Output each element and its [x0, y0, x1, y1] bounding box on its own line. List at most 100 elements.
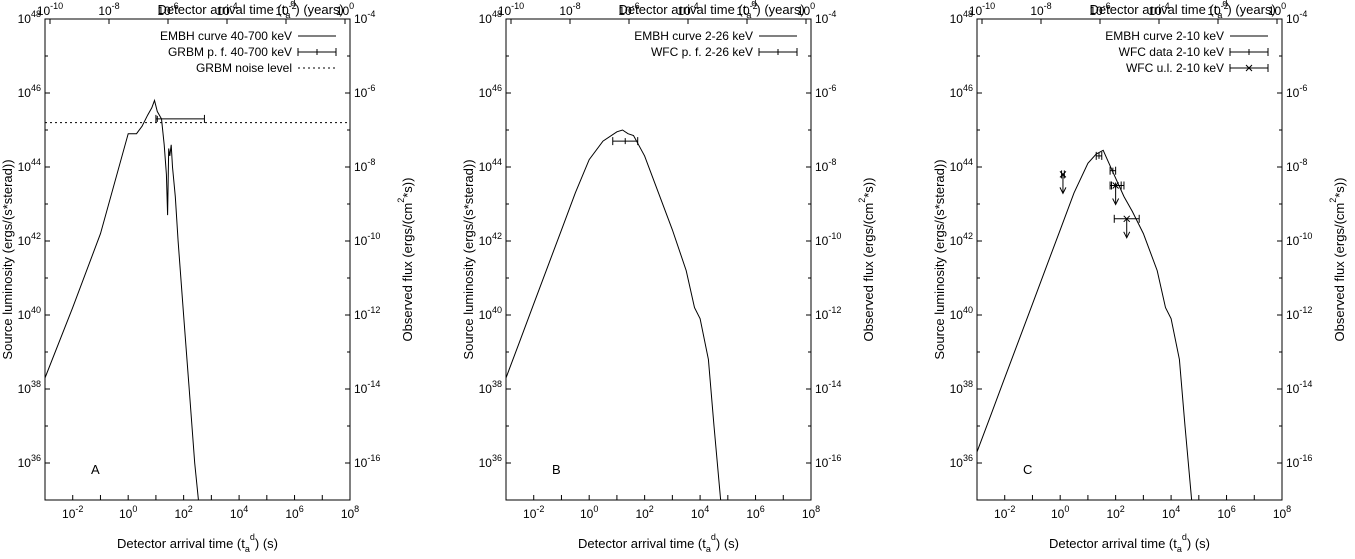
panel-label: A — [91, 462, 100, 477]
panel-A: 10-2 100 102 104 106 108 10-10 10-8 10-6 10-4 10-2… — [0, 0, 415, 554]
y-right-tick-label: 10-12 — [815, 305, 841, 322]
y-right-tick-label: 10-14 — [1286, 379, 1312, 396]
x-top-tick-label: 10-2 — [736, 1, 757, 18]
x-tick-label: 102 — [635, 504, 653, 521]
y-tick-label: 1040 — [950, 305, 973, 322]
x-tick-label: 104 — [230, 504, 248, 521]
y-tick-label: 1038 — [18, 379, 41, 396]
y-tick-label: 1038 — [479, 379, 502, 396]
x-tick-label: 102 — [1106, 504, 1124, 521]
x-tick-label: 10-2 — [62, 504, 83, 521]
x-top-tick-label: 10-8 — [98, 1, 119, 18]
x-tick-label: 104 — [1162, 504, 1180, 521]
x-tick-label: 108 — [341, 504, 359, 521]
plot-frame — [44, 18, 351, 501]
x-tick-label: 106 — [746, 504, 764, 521]
legend-label: WFC u.l. 2-10 keV — [1126, 61, 1224, 75]
y-tick-label: 1040 — [479, 305, 502, 322]
x-axis-label: Detector arrival time (tad) (s) — [578, 532, 739, 554]
legend-label: EMBH curve 40-700 keV — [160, 29, 292, 43]
legend-label: EMBH curve 2-10 keV — [1105, 29, 1224, 43]
x-top-tick-label: 10-6 — [618, 1, 639, 18]
y-right-tick-label: 10-14 — [354, 379, 380, 396]
y-tick-label: 1048 — [479, 9, 502, 26]
y-right-axis-label: Observed flux (ergs/(cm2*s)) — [396, 178, 415, 342]
y-right-axis-label: Observed flux (ergs/(cm2*s)) — [1328, 178, 1347, 342]
legend-marker — [1245, 64, 1253, 72]
y-tick-label: 1036 — [479, 453, 502, 470]
y-tick-label: 1044 — [18, 157, 41, 174]
y-tick-label: 1042 — [18, 231, 41, 248]
x-tick-label: 10-2 — [523, 504, 544, 521]
y-tick-label: 1042 — [950, 231, 973, 248]
y-right-tick-label: 10-6 — [1286, 83, 1307, 100]
y-tick-label: 1046 — [950, 83, 973, 100]
x-top-tick-label: 10-4 — [1148, 1, 1169, 18]
y-right-tick-label: 10-10 — [1286, 231, 1312, 248]
panel-label: B — [552, 462, 561, 477]
x-top-tick-label: 100 — [336, 1, 354, 18]
x-top-axis-label: Detector arrival time (tad) (years) — [1090, 0, 1276, 20]
y-right-tick-label: 10-4 — [815, 9, 836, 26]
y-right-tick-label: 10-16 — [1286, 453, 1312, 470]
y-tick-label: 1046 — [18, 83, 41, 100]
x-axis-label: Detector arrival time (tad) (s) — [117, 532, 278, 554]
x-top-tick-label: 10-2 — [275, 1, 296, 18]
x-top-tick-label: 10-8 — [559, 1, 580, 18]
y-tick-label: 1044 — [479, 157, 502, 174]
y-right-tick-label: 10-4 — [1286, 9, 1307, 26]
panel-B: 10-2 100 102 104 106 108 10-10 10-8 10-6 10-4 10-2… — [461, 0, 876, 554]
y-right-tick-label: 10-10 — [354, 231, 380, 248]
y-right-tick-label: 10-10 — [815, 231, 841, 248]
x-top-tick-label: 10-4 — [677, 1, 698, 18]
x-top-axis-label: Detector arrival time (tad) (years) — [158, 0, 344, 20]
x-top-tick-label: 10-2 — [1207, 1, 1228, 18]
upper-limit-arrowhead — [1112, 198, 1120, 206]
panel-C: 10-2 100 102 104 106 108 10-10 10-8 10-6 10-4 10-2… — [932, 0, 1347, 554]
x-top-axis-label: Detector arrival time (tad) (years) — [619, 0, 805, 20]
y-tick-label: 1040 — [18, 305, 41, 322]
y-right-tick-label: 10-8 — [815, 157, 836, 174]
plot-area — [45, 98, 350, 500]
y-tick-label: 1036 — [950, 453, 973, 470]
legend-label: GRBM p. f. 40-700 keV — [168, 45, 292, 59]
y-right-tick-label: 10-12 — [354, 305, 380, 322]
y-right-tick-label: 10-12 — [1286, 305, 1312, 322]
x-top-tick-label: 10-6 — [1089, 1, 1110, 18]
legend-label: EMBH curve 2-26 keV — [634, 29, 753, 43]
x-top-tick-label: 10-10 — [969, 1, 995, 18]
y-tick-label: 1046 — [479, 83, 502, 100]
y-tick-label: 1048 — [18, 9, 41, 26]
plot-frame — [505, 18, 812, 501]
x-tick-label: 108 — [1273, 504, 1291, 521]
y-right-tick-label: 10-16 — [815, 453, 841, 470]
panel-label: C — [1023, 462, 1032, 477]
y-tick-label: 1044 — [950, 157, 973, 174]
upper-limit-arrowhead — [1123, 231, 1131, 239]
legend-label: GRBM noise level — [196, 61, 292, 75]
plot-area — [506, 129, 722, 500]
y-right-axis-label: Observed flux (ergs/(cm2*s)) — [857, 178, 876, 342]
legend-label: WFC data 2-10 keV — [1119, 45, 1224, 59]
y-right-tick-label: 10-4 — [354, 9, 375, 26]
upper-limit-arrowhead — [1059, 187, 1067, 195]
x-axis-label: Detector arrival time (tad) (s) — [1049, 532, 1210, 554]
y-tick-label: 1038 — [950, 379, 973, 396]
series-line — [977, 149, 1193, 500]
x-tick-label: 10-2 — [994, 504, 1015, 521]
x-tick-label: 106 — [285, 504, 303, 521]
y-axis-label: Source luminosity (ergs/(s*sterad)) — [0, 159, 15, 359]
y-axis-label: Source luminosity (ergs/(s*sterad)) — [461, 159, 476, 359]
y-right-tick-label: 10-14 — [815, 379, 841, 396]
y-right-tick-label: 10-6 — [815, 83, 836, 100]
y-tick-label: 1036 — [18, 453, 41, 470]
y-tick-label: 1048 — [950, 9, 973, 26]
x-top-tick-label: 100 — [797, 1, 815, 18]
y-right-tick-label: 10-8 — [354, 157, 375, 174]
y-right-tick-label: 10-6 — [354, 83, 375, 100]
y-tick-label: 1042 — [479, 231, 502, 248]
y-right-tick-label: 10-16 — [354, 453, 380, 470]
series-line — [45, 98, 199, 500]
x-tick-label: 104 — [691, 504, 709, 521]
